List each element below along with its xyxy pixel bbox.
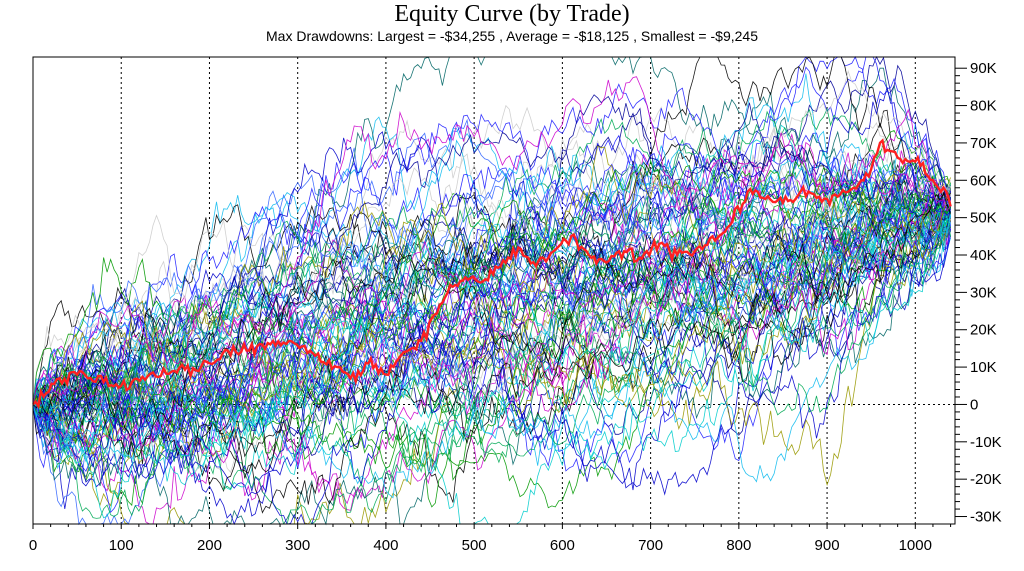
x-tick-label: 400	[373, 537, 398, 554]
y-tick-label: 0	[970, 396, 978, 413]
simulation-line	[32, 163, 951, 415]
simulation-line	[32, 169, 951, 445]
simulation-line	[32, 192, 951, 458]
simulation-line	[32, 182, 951, 525]
y-tick-label: -30K	[970, 509, 1002, 526]
simulation-line	[32, 191, 951, 514]
highlight-series	[32, 138, 952, 410]
y-tick-label: 10K	[970, 359, 997, 376]
y-tick-label: 30K	[970, 284, 997, 301]
y-tick-label: -20K	[970, 471, 1002, 488]
x-tick-label: 700	[638, 537, 663, 554]
simulation-line	[32, 156, 951, 405]
x-tick-label: 900	[815, 537, 840, 554]
simulation-line	[32, 145, 951, 448]
simulation-line	[32, 159, 951, 461]
chart-title: Equity Curve (by Trade)	[394, 1, 630, 27]
y-tick-label: 20K	[970, 322, 997, 339]
simulation-line	[32, 87, 951, 525]
chart-subtitle: Max Drawdowns: Largest = -$34,255 , Aver…	[266, 28, 758, 44]
axes: 0 100 200 300 400 500 600 700 800 900 1000 -30K -20K…	[29, 60, 1002, 554]
simulation-line	[32, 208, 951, 451]
simulation-line	[32, 127, 951, 405]
simulation-line	[32, 176, 951, 475]
x-tick-label: 300	[285, 537, 310, 554]
simulation-series	[32, 56, 951, 526]
y-tick-label: 90K	[970, 60, 997, 77]
y-tick-label: 40K	[970, 247, 997, 264]
simulation-line	[32, 186, 951, 421]
simulation-line	[32, 205, 951, 487]
plot-frame	[32, 56, 956, 525]
y-tick-label: 80K	[970, 98, 997, 115]
simulation-line	[32, 56, 951, 474]
y-tick-label: 50K	[970, 210, 997, 227]
x-tick-label: 500	[462, 537, 487, 554]
simulation-line	[32, 147, 951, 526]
simulation-line	[32, 76, 951, 405]
simulation-line	[32, 204, 951, 405]
x-tick-label: 600	[550, 537, 575, 554]
y-tick-label: 60K	[970, 172, 997, 189]
simulation-line	[32, 178, 951, 505]
simulation-line	[32, 139, 951, 405]
simulation-line	[32, 211, 951, 499]
y-tick-label: 70K	[970, 135, 997, 152]
simulation-line	[32, 191, 951, 423]
x-tick-label: 200	[197, 537, 222, 554]
x-tick-label: 0	[29, 537, 37, 554]
x-tick-label: 800	[726, 537, 751, 554]
highlight-line	[32, 138, 952, 410]
simulation-line	[32, 56, 951, 405]
simulation-line	[32, 203, 951, 452]
simulation-line	[32, 56, 951, 426]
simulation-line	[32, 131, 951, 476]
x-tick-label: 1000	[899, 537, 932, 554]
x-tick-label: 100	[109, 537, 134, 554]
y-tick-label: -10K	[970, 434, 1002, 451]
grid-lines	[33, 57, 955, 524]
simulation-line	[32, 145, 951, 417]
simulation-line	[32, 159, 951, 428]
